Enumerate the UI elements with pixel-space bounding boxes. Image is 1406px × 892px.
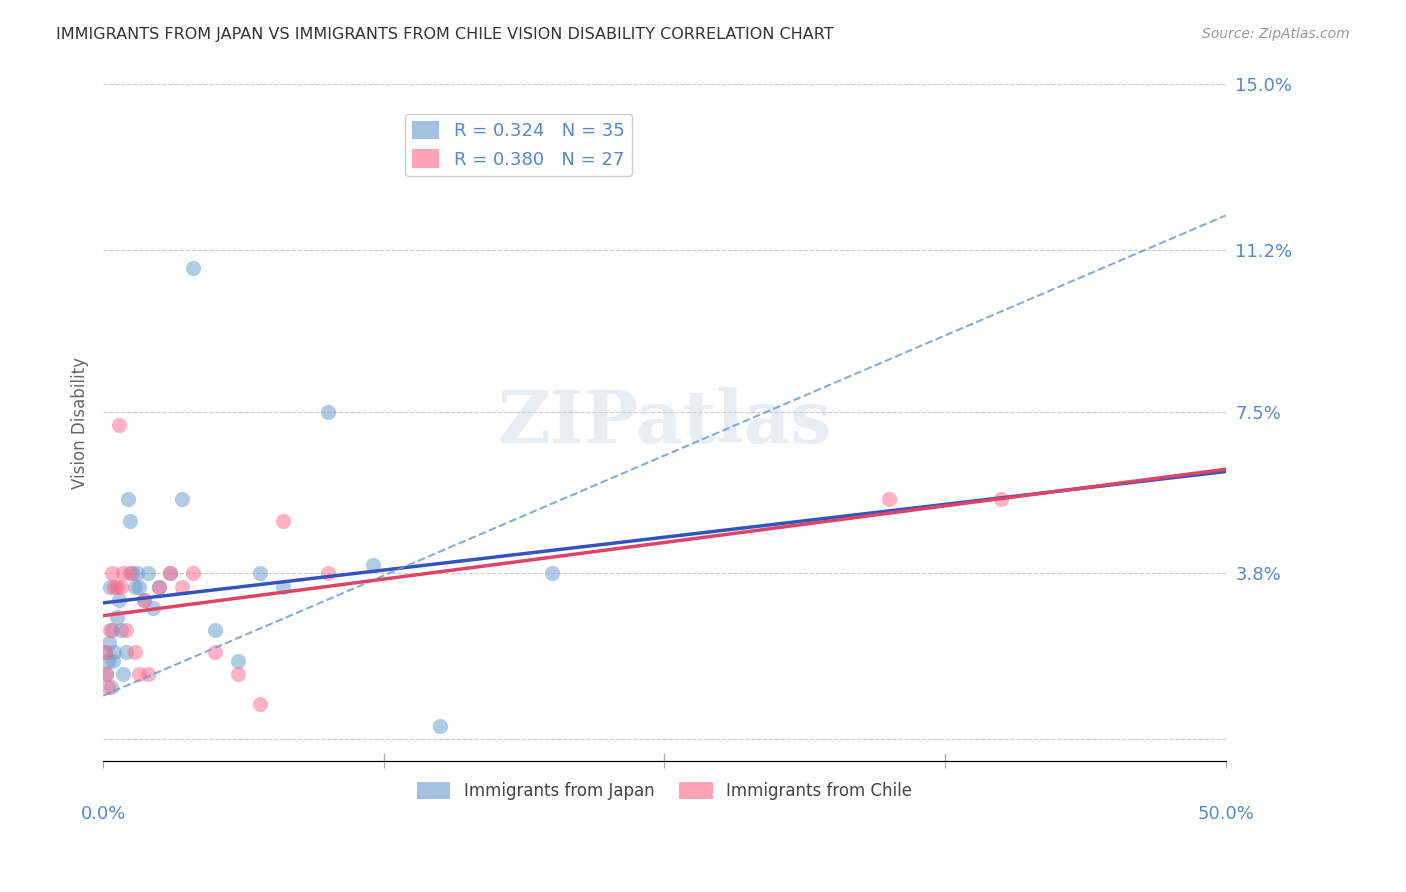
Point xyxy=(98,580,121,594)
Point xyxy=(316,405,339,419)
Point xyxy=(97,654,120,668)
Point xyxy=(103,654,125,668)
Point xyxy=(97,680,120,694)
Point xyxy=(100,680,122,694)
Point xyxy=(120,514,142,528)
Point xyxy=(249,566,271,581)
Point xyxy=(97,636,120,650)
Point xyxy=(121,566,143,581)
Point xyxy=(128,666,150,681)
Point xyxy=(170,580,193,594)
Point xyxy=(114,645,136,659)
Point xyxy=(271,580,294,594)
Point xyxy=(96,666,118,681)
Text: Source: ZipAtlas.com: Source: ZipAtlas.com xyxy=(1202,27,1350,41)
Point xyxy=(98,623,121,637)
Point xyxy=(110,623,132,637)
Point xyxy=(204,645,226,659)
Point xyxy=(141,601,163,615)
Point xyxy=(110,580,132,594)
Point xyxy=(148,580,170,594)
Point xyxy=(316,566,339,581)
Point xyxy=(103,645,125,659)
Text: ZIPatlas: ZIPatlas xyxy=(498,387,831,458)
Point xyxy=(117,492,139,507)
Point xyxy=(128,580,150,594)
Point xyxy=(226,666,249,681)
Point xyxy=(124,645,146,659)
Point xyxy=(108,592,131,607)
Point xyxy=(132,592,155,607)
Point xyxy=(136,666,159,681)
Point xyxy=(112,666,135,681)
Point xyxy=(120,566,142,581)
Legend: R = 0.324   N = 35, R = 0.380   N = 27: R = 0.324 N = 35, R = 0.380 N = 27 xyxy=(405,114,631,176)
Point xyxy=(105,610,128,624)
Point xyxy=(181,260,204,275)
Point xyxy=(108,417,131,432)
Point xyxy=(159,566,181,581)
Point xyxy=(204,623,226,637)
Point xyxy=(990,492,1012,507)
Point xyxy=(96,666,118,681)
Point xyxy=(541,566,564,581)
Point xyxy=(94,645,117,659)
Point xyxy=(429,719,451,733)
Point xyxy=(94,645,117,659)
Text: 50.0%: 50.0% xyxy=(1198,805,1254,822)
Point xyxy=(132,592,155,607)
Y-axis label: Vision Disability: Vision Disability xyxy=(72,357,89,489)
Point xyxy=(125,566,148,581)
Point xyxy=(105,580,128,594)
Point xyxy=(159,566,181,581)
Point xyxy=(103,580,125,594)
Point xyxy=(170,492,193,507)
Point xyxy=(136,566,159,581)
Point xyxy=(877,492,900,507)
Point xyxy=(101,623,124,637)
Point xyxy=(112,566,135,581)
Text: 0.0%: 0.0% xyxy=(80,805,125,822)
Text: IMMIGRANTS FROM JAPAN VS IMMIGRANTS FROM CHILE VISION DISABILITY CORRELATION CHA: IMMIGRANTS FROM JAPAN VS IMMIGRANTS FROM… xyxy=(56,27,834,42)
Point xyxy=(101,566,124,581)
Point xyxy=(361,558,384,572)
Point xyxy=(148,580,170,594)
Point xyxy=(271,514,294,528)
Point xyxy=(124,580,146,594)
Point xyxy=(226,654,249,668)
Point xyxy=(249,698,271,712)
Point xyxy=(181,566,204,581)
Point xyxy=(114,623,136,637)
